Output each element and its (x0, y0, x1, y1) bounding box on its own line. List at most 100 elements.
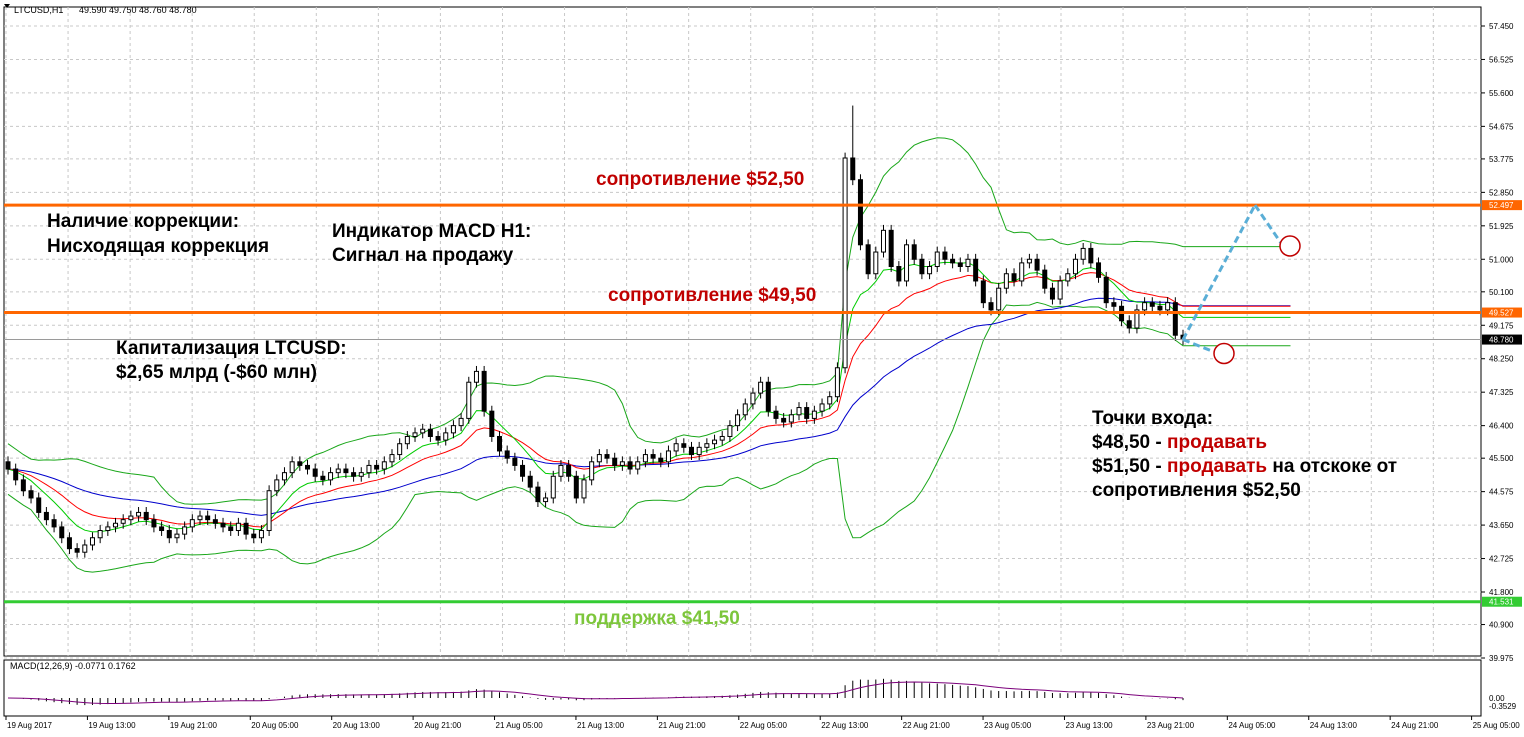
candle-body (427, 428, 433, 437)
x-tick-label: 19 Aug 13:00 (88, 721, 136, 730)
chart-header-ohlc: 49.590 49.750 48.760 48.780 (79, 5, 197, 15)
y-tick-label: 42.725 (1489, 555, 1514, 564)
level-price-tag (1482, 596, 1522, 607)
candle-body (596, 454, 602, 463)
candle-body (205, 515, 211, 521)
candle-body (927, 266, 933, 275)
candle-body (159, 526, 165, 532)
y-tick-label: 56.525 (1489, 55, 1514, 64)
candle-body (397, 443, 403, 456)
x-tick-label: 24 Aug 21:00 (1391, 721, 1439, 730)
candle-body (604, 454, 610, 459)
macd-header: MACD(12,26,9) -0.0771 0.1762 (10, 661, 136, 671)
target-circle-2 (1213, 342, 1235, 365)
correction-title: Наличие коррекции: (47, 211, 240, 232)
level-price-tag-label: 49.527 (1489, 309, 1514, 318)
candle-body (1149, 302, 1155, 307)
candle-body (243, 522, 249, 535)
projection-up-line (1181, 204, 1257, 341)
candle-body (1003, 273, 1009, 289)
candle-body (497, 435, 503, 452)
candle-body (688, 446, 694, 456)
y-tick-label: 41.800 (1489, 588, 1514, 597)
candle-body (443, 432, 449, 441)
candle-body (36, 497, 42, 513)
candle-body (274, 479, 280, 492)
candle-body (1134, 309, 1140, 329)
candle-body (635, 461, 641, 470)
y-tick-label: 40.900 (1489, 621, 1514, 630)
candle-body (28, 490, 34, 499)
candle-body (305, 464, 311, 470)
candle-body (412, 432, 418, 437)
candle-body (950, 258, 956, 264)
candle-body (113, 522, 119, 528)
candle-body (404, 435, 410, 445)
y-tick-label: 44.575 (1489, 488, 1514, 497)
x-tick-label: 20 Aug 13:00 (333, 721, 381, 730)
current-price-tag (1482, 334, 1522, 345)
candle-body (742, 403, 748, 416)
candle-body (97, 530, 103, 539)
candle-body (1072, 258, 1078, 275)
current-price-tag-label: 48.780 (1489, 336, 1514, 345)
candle-body (59, 526, 65, 539)
candle-body (535, 486, 541, 503)
candle-body (1026, 258, 1032, 264)
y-tick-label: 51.000 (1489, 255, 1514, 264)
candle-body (43, 511, 49, 521)
candle-body (335, 468, 341, 474)
candle-body (120, 519, 126, 524)
candle-body (658, 457, 664, 463)
candle-body (328, 472, 334, 481)
chevron-down-icon[interactable] (4, 4, 10, 8)
candle-body (619, 461, 625, 466)
candle-body (865, 244, 871, 275)
x-tick-label: 22 Aug 13:00 (821, 721, 869, 730)
candle-body (965, 258, 971, 268)
candle-body (834, 367, 840, 398)
candle-body (827, 396, 833, 405)
candle-body (1088, 247, 1094, 264)
candle-body (251, 533, 257, 539)
y-tick-label: 54.675 (1489, 122, 1514, 131)
candle-body (143, 511, 149, 521)
candle-body (136, 511, 142, 517)
candle-body (558, 464, 564, 477)
candle-body (543, 497, 549, 503)
candle-body (281, 472, 287, 481)
resistance-label-1: сопротивление $52,50 (596, 169, 805, 190)
y-tick-label: 50.100 (1489, 288, 1514, 297)
candle-body (74, 548, 80, 553)
bollinger-lower-line (7, 301, 1291, 573)
main-plot-frame (3, 6, 1482, 657)
macd-value: Сигнал на продажу (332, 245, 514, 266)
candle-body (896, 266, 902, 282)
candle-body (758, 381, 764, 394)
candle-body (435, 435, 441, 441)
candle-body (1172, 302, 1178, 336)
y-tick-label: 51.925 (1489, 222, 1514, 231)
candle-body (174, 533, 180, 539)
candle-body (988, 302, 994, 311)
candle-body (1126, 320, 1132, 329)
candle-body (1057, 280, 1063, 300)
candle-body (520, 464, 526, 477)
candle-body (212, 519, 218, 524)
candle-body (1019, 262, 1025, 282)
candle-body (235, 522, 241, 532)
candle-body (589, 461, 595, 481)
candle-body (1111, 302, 1117, 307)
candle-body (351, 472, 357, 477)
candle-body (980, 280, 986, 304)
candle-body (504, 450, 510, 459)
macd-tick-label: -0.3529 (1489, 702, 1517, 711)
candle-body (888, 229, 894, 268)
x-tick-label: 21 Aug 13:00 (577, 721, 625, 730)
candle-body (1065, 273, 1071, 282)
target-circle-1 (1279, 235, 1301, 257)
candle-body (450, 425, 456, 434)
candle-body (550, 475, 556, 499)
candle-body (627, 461, 633, 470)
